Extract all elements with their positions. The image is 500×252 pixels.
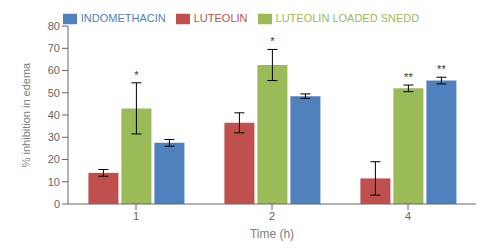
svg-text:40: 40	[48, 109, 60, 121]
svg-text:Time (h): Time (h)	[250, 227, 294, 241]
svg-text:10: 10	[48, 176, 60, 188]
svg-text:*: *	[134, 69, 139, 81]
svg-text:**: **	[404, 71, 413, 83]
svg-text:4: 4	[405, 210, 411, 222]
html-text:INDOMETHACIN: INDOMETHACIN	[80, 12, 166, 24]
svg-text:2: 2	[269, 210, 275, 222]
svg-text:80: 80	[48, 20, 60, 32]
svg-text:**: **	[437, 63, 446, 75]
html-text:LUTEOLIN LOADED SNEDD: LUTEOLIN LOADED SNEDD	[275, 12, 420, 24]
svg-text:% inhibition in edema: % inhibition in edema	[20, 62, 32, 167]
svg-text:0: 0	[54, 198, 60, 210]
svg-text:30: 30	[48, 131, 60, 143]
svg-text:50: 50	[48, 87, 60, 99]
html-text:LUTEOLIN: LUTEOLIN	[193, 12, 248, 24]
svg-text:60: 60	[48, 64, 60, 76]
svg-text:*: *	[270, 35, 275, 47]
svg-text:70: 70	[48, 42, 60, 54]
svg-text:1: 1	[133, 210, 139, 222]
svg-text:20: 20	[48, 153, 60, 165]
